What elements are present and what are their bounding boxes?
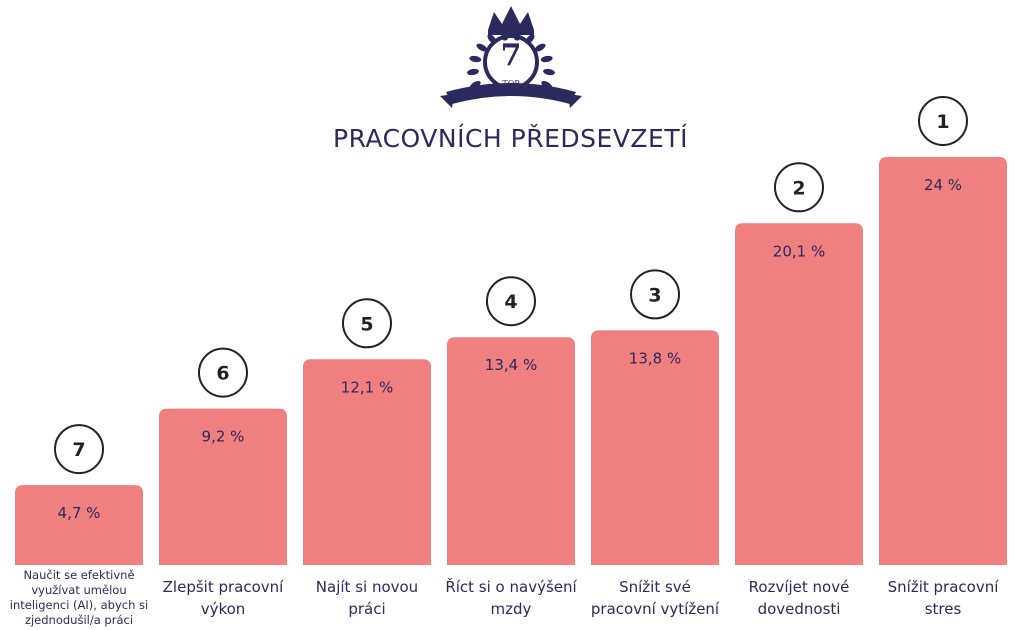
category-label: Najít si novou práci (315, 578, 419, 618)
value-label: 12,1 % (341, 378, 393, 396)
rank-badge (198, 347, 248, 398)
leaf-icon (467, 68, 479, 76)
rank-label: 1 (936, 111, 949, 133)
rank-badge (342, 298, 392, 349)
category-label: Naučit se efektivně využívat umělou inte… (9, 568, 149, 627)
leaf-icon (540, 55, 553, 63)
bar (303, 359, 431, 565)
rank-badge (486, 276, 536, 327)
category-label: Snížit pracovní stres (887, 578, 999, 618)
rank-badge (918, 96, 968, 146)
rank-label: 3 (648, 284, 661, 306)
leaf-icon (487, 34, 497, 45)
category-label: Říct si o navýšení mzdy (445, 578, 577, 618)
category-label: Zlepšit pracovní výkon (162, 578, 284, 618)
chart-title: PRACOVNÍCH PŘEDSEVZETÍ (333, 124, 688, 153)
rank-badge (54, 424, 104, 475)
bar (879, 157, 1007, 565)
value-label: 13,4 % (485, 356, 537, 374)
bar (15, 485, 143, 565)
bar (159, 408, 287, 565)
leaf-icon (476, 43, 488, 52)
bar (735, 223, 863, 566)
value-label: 13,8 % (629, 349, 681, 367)
category-label: Rozvíjet nové dovednosti (748, 578, 850, 618)
category-label: Snížit své pracovní vytížení (590, 578, 720, 618)
bar (447, 337, 575, 565)
rank-label: 7 (72, 439, 85, 461)
rank-badge (774, 162, 824, 213)
rank-badge (630, 269, 680, 320)
rank-label: 6 (216, 363, 229, 385)
bar (591, 330, 719, 565)
logo-number: 7 (501, 38, 522, 73)
rank-label: 2 (792, 177, 805, 199)
rank-label: 4 (504, 291, 517, 313)
logo-word: TOP (502, 79, 520, 88)
value-label: 20,1 % (773, 242, 825, 260)
leaf-icon (534, 43, 546, 52)
crown-icon (488, 6, 534, 30)
leaf-icon (525, 34, 535, 45)
value-label: 9,2 % (202, 428, 245, 446)
leaf-icon (514, 28, 522, 41)
value-label: 4,7 % (58, 504, 101, 522)
leaf-icon (469, 55, 482, 63)
leaf-icon (501, 28, 508, 41)
rank-label: 5 (360, 313, 373, 335)
leaf-icon (543, 68, 555, 76)
top7-logo: 7 TOP (440, 6, 582, 108)
laurel-right-icon (501, 28, 555, 89)
ribbon-icon (446, 83, 576, 104)
value-label: 24 % (924, 176, 962, 194)
